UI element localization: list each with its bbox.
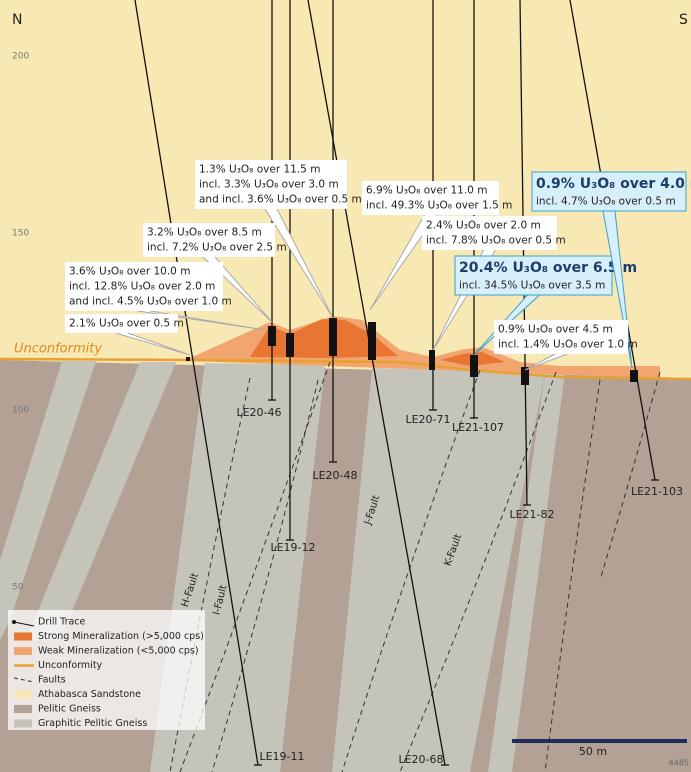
drill-label: LE21-107: [452, 421, 504, 434]
callout-text: 2.1% U₃O₈ over 0.5 m: [69, 318, 184, 330]
cross-section: N S 200 150 100 50 Unconformity LE19-11 LE20-46 L…: [0, 0, 691, 772]
elevation-label: 150: [12, 229, 29, 239]
elevation-label: 200: [12, 52, 29, 62]
legend-label: Pelitic Gneiss: [38, 704, 101, 715]
legend-label: Graphitic Pelitic Gneiss: [38, 718, 147, 729]
scale-label: 50 m: [579, 745, 607, 758]
drill-label: LE19-11: [259, 750, 304, 763]
legend: Drill Trace Strong Mineralization (>5,000…: [8, 610, 205, 730]
callout-text: incl. 12.8% U₃O₈ over 2.0 m: [69, 281, 215, 293]
callout-text: 1.3% U₃O₈ over 11.5 m: [199, 164, 320, 176]
callout-text: and incl. 4.5% U₃O₈ over 1.0 m: [69, 296, 232, 308]
callout-text: incl. 7.8% U₃O₈ over 0.5 m: [426, 235, 566, 247]
drill-label: LE20-71: [405, 413, 450, 426]
intercept: [470, 355, 478, 377]
legend-item: Strong Mineralization (>5,000 cps): [14, 631, 204, 642]
callout-text: 20.4% U₃O₈ over 6.5 m: [459, 260, 637, 276]
legend-label: Faults: [38, 675, 66, 686]
callout-text: incl. 1.4% U₃O₈ over 1.0 m: [498, 339, 638, 351]
north-label: N: [12, 12, 22, 28]
drill-label: LE19-12: [270, 541, 315, 554]
drill-label: LE21-103: [631, 485, 683, 498]
legend-swatch: [12, 620, 16, 624]
callout-text: 3.2% U₃O₈ over 8.5 m: [147, 227, 262, 239]
callout-text: incl. 49.3% U₃O₈ over 1.5 m: [366, 200, 512, 212]
legend-label: Athabasca Sandstone: [38, 689, 141, 700]
legend-label: Unconformity: [38, 660, 103, 671]
legend-label: Weak Mineralization (<5,000 cps): [38, 646, 199, 657]
callout-text: 3.6% U₃O₈ over 10.0 m: [69, 266, 190, 278]
intercept: [630, 370, 638, 382]
callout-text: incl. 34.5% U₃O₈ over 3.5 m: [459, 280, 605, 292]
callout-text: and incl. 3.6% U₃O₈ over 0.5 m: [199, 194, 362, 206]
legend-swatch: [14, 720, 32, 728]
intercept: [268, 326, 276, 346]
elevation-label: 50: [12, 583, 24, 593]
legend-item: Pelitic Gneiss: [14, 704, 101, 715]
figure-id: 4485: [669, 759, 689, 768]
callout-text: incl. 7.2% U₃O₈ over 2.5 m: [147, 242, 287, 254]
callout-text: incl. 4.7% U₃O₈ over 0.5 m: [536, 196, 676, 208]
callout-text: 2.4% U₃O₈ over 2.0 m: [426, 220, 541, 232]
callout-text: 6.9% U₃O₈ over 11.0 m: [366, 185, 487, 197]
unconformity-label: Unconformity: [14, 342, 102, 357]
drill-label: LE20-48: [312, 469, 357, 482]
drill-label: LE20-46: [236, 406, 281, 419]
elevation-label: 100: [12, 406, 29, 416]
intercept: [286, 333, 294, 357]
callout-text: 0.9% U₃O₈ over 4.0 m: [536, 176, 691, 192]
drill-label: LE20-68: [398, 753, 443, 766]
callout-text: incl. 3.3% U₃O₈ over 3.0 m: [199, 179, 339, 191]
legend-label: Drill Trace: [38, 617, 86, 628]
legend-swatch: [14, 647, 32, 655]
legend-swatch: [14, 633, 32, 641]
legend-swatch: [14, 705, 32, 713]
intercept: [329, 318, 337, 356]
intercept: [429, 350, 435, 370]
legend-swatch: [14, 691, 32, 699]
callout-text: 0.9% U₃O₈ over 4.5 m: [498, 324, 613, 336]
intercept: [186, 357, 190, 361]
south-label: S: [679, 12, 688, 28]
intercept: [368, 322, 376, 360]
legend-label: Strong Mineralization (>5,000 cps): [38, 631, 204, 642]
drill-label: LE21-82: [509, 508, 554, 521]
legend-item: Weak Mineralization (<5,000 cps): [14, 646, 199, 657]
